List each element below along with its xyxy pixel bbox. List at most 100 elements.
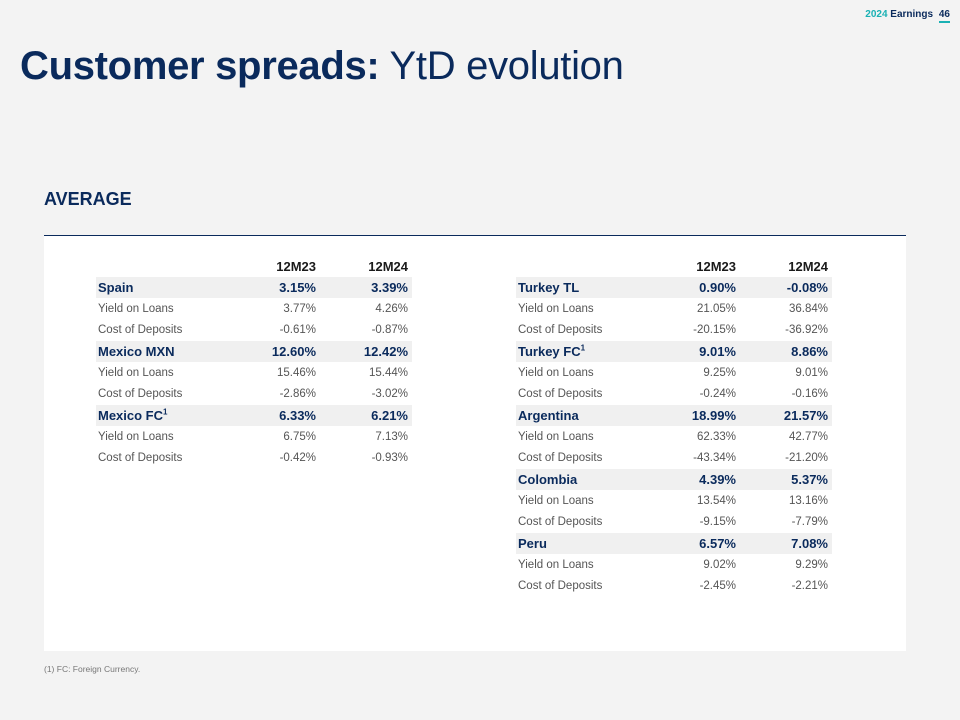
- value-12m23: 15.46%: [276, 366, 316, 379]
- row-label: Yield on Loans: [516, 303, 648, 315]
- value-12m24: -0.87%: [371, 324, 408, 337]
- row-label: Cost of Deposits: [516, 452, 648, 464]
- row-label: Cost of Deposits: [516, 580, 648, 592]
- section-divider: [44, 235, 906, 236]
- value-12m23: -2.45%: [699, 579, 736, 592]
- value-12m23: 12.60%: [271, 344, 316, 360]
- row-label-text: Spain: [98, 280, 134, 296]
- row-label: Yield on Loans: [516, 495, 648, 507]
- value-12m24: -21.20%: [785, 452, 828, 465]
- row-label-text: Yield on Loans: [518, 366, 594, 379]
- row-label-text: Colombia: [518, 471, 578, 487]
- country-row: Turkey TL 0.90% -0.08%: [516, 277, 832, 299]
- page-header: 2024 Earnings 46: [865, 9, 950, 23]
- row-label: Mexico MXN: [96, 344, 228, 359]
- value-12m23: 9.02%: [703, 558, 736, 571]
- value-12m23: 4.39%: [699, 471, 736, 487]
- row-label-text: Cost of Deposits: [518, 388, 603, 401]
- value-12m23: -0.42%: [279, 452, 316, 465]
- value-12m24: -0.08%: [786, 280, 828, 296]
- value-12m23: 3.15%: [279, 280, 316, 296]
- value-12m23: 21.05%: [696, 302, 736, 315]
- value-12m24: -2.21%: [791, 579, 828, 592]
- value-12m23: -9.15%: [699, 515, 736, 528]
- row-label: Cost of Deposits: [516, 516, 648, 528]
- value-12m23: -20.15%: [693, 324, 736, 337]
- value-12m24: 36.84%: [788, 302, 828, 315]
- column-header-12m24: 12M24: [368, 259, 408, 274]
- table-row: Cost of Deposits -0.61% -0.87%: [96, 320, 412, 341]
- value-12m24: -0.93%: [371, 452, 408, 465]
- page-number: 46: [938, 9, 950, 23]
- table-row: Yield on Loans 62.33% 42.77%: [516, 426, 832, 447]
- row-label-text: Cost of Deposits: [98, 324, 183, 337]
- section-heading: AVERAGE: [44, 189, 132, 209]
- table-row: Cost of Deposits -2.86% -3.02%: [96, 383, 412, 404]
- row-label: Yield on Loans: [516, 559, 648, 571]
- left-spreads-table: 12M23 12M24 Spain 3.15% 3.39% Yield on Loan…: [96, 256, 412, 469]
- row-label-text: Yield on Loans: [98, 430, 174, 443]
- table-row: Yield on Loans 9.25% 9.01%: [516, 362, 832, 383]
- spreads-panel: 12M23 12M24 Spain 3.15% 3.39% Yield on Loan…: [44, 236, 906, 651]
- value-12m24: 8.86%: [791, 344, 828, 360]
- value-12m23: 18.99%: [691, 407, 736, 423]
- row-label-text: Yield on Loans: [518, 558, 594, 571]
- value-12m23: -43.34%: [693, 452, 736, 465]
- row-label-text: Yield on Loans: [518, 494, 594, 507]
- column-header-12m23: 12M23: [696, 259, 736, 274]
- value-12m24: 21.57%: [783, 407, 828, 423]
- value-12m24: 7.13%: [375, 430, 408, 443]
- row-label: Cost of Deposits: [96, 452, 228, 464]
- row-label: Yield on Loans: [96, 367, 228, 379]
- row-label-text: Yield on Loans: [98, 366, 174, 379]
- table-row: Yield on Loans 9.02% 9.29%: [516, 554, 832, 575]
- value-12m24: 7.08%: [791, 535, 828, 551]
- row-label: Yield on Loans: [516, 431, 648, 443]
- table-header: 12M23 12M24: [516, 256, 832, 277]
- row-label-text: Cost of Deposits: [518, 324, 603, 337]
- country-row: Mexico MXN 12.60% 12.42%: [96, 340, 412, 363]
- row-label: Cost of Deposits: [96, 324, 228, 336]
- value-12m23: -0.61%: [279, 324, 316, 337]
- row-label: Turkey TL: [516, 280, 648, 295]
- title-bold: Customer spreads:: [20, 44, 380, 88]
- page-title: Customer spreads: YtD evolution: [20, 44, 624, 89]
- row-label-text: Yield on Loans: [98, 302, 174, 315]
- row-label-text: Yield on Loans: [518, 430, 594, 443]
- country-row: Peru 6.57% 7.08%: [516, 532, 832, 554]
- report-label: Earnings: [890, 9, 934, 20]
- country-row: Mexico FC1 6.33% 6.21%: [96, 404, 412, 427]
- table-row: Cost of Deposits -0.24% -0.16%: [516, 383, 832, 404]
- row-label-text: Cost of Deposits: [518, 515, 603, 528]
- value-12m24: 9.01%: [795, 366, 828, 379]
- row-label: Argentina: [516, 408, 648, 423]
- value-12m24: 15.44%: [368, 366, 408, 379]
- value-12m24: 5.37%: [791, 471, 828, 487]
- value-12m23: 9.25%: [703, 366, 736, 379]
- value-12m23: 6.33%: [279, 407, 316, 423]
- report-year: 2024: [865, 9, 888, 20]
- country-row: Argentina 18.99% 21.57%: [516, 404, 832, 427]
- row-label-text: Peru: [518, 535, 547, 551]
- row-label: Cost of Deposits: [516, 324, 648, 336]
- table-row: Cost of Deposits -9.15% -7.79%: [516, 511, 832, 532]
- value-12m24: 12.42%: [363, 344, 408, 360]
- row-label-text: Mexico MXN: [98, 344, 175, 360]
- table-header: 12M23 12M24: [96, 256, 412, 277]
- country-row: Turkey FC1 9.01% 8.86%: [516, 340, 832, 363]
- value-12m23: 0.90%: [699, 280, 736, 296]
- country-row: Spain 3.15% 3.39%: [96, 277, 412, 299]
- table-row: Cost of Deposits -2.45% -2.21%: [516, 575, 832, 596]
- row-label: Cost of Deposits: [96, 388, 228, 400]
- row-label: Yield on Loans: [96, 303, 228, 315]
- row-label-text: Turkey TL: [518, 280, 580, 296]
- value-12m24: 4.26%: [375, 302, 408, 315]
- title-rest: YtD evolution: [389, 44, 624, 88]
- table-row: Yield on Loans 13.54% 13.16%: [516, 490, 832, 511]
- row-label-text: Mexico FC: [98, 407, 164, 423]
- column-header-12m24: 12M24: [788, 259, 828, 274]
- row-label-text: Cost of Deposits: [518, 452, 603, 465]
- table-row: Cost of Deposits -20.15% -36.92%: [516, 320, 832, 341]
- table-row: Cost of Deposits -43.34% -21.20%: [516, 447, 832, 468]
- row-label-text: Turkey FC: [518, 344, 581, 360]
